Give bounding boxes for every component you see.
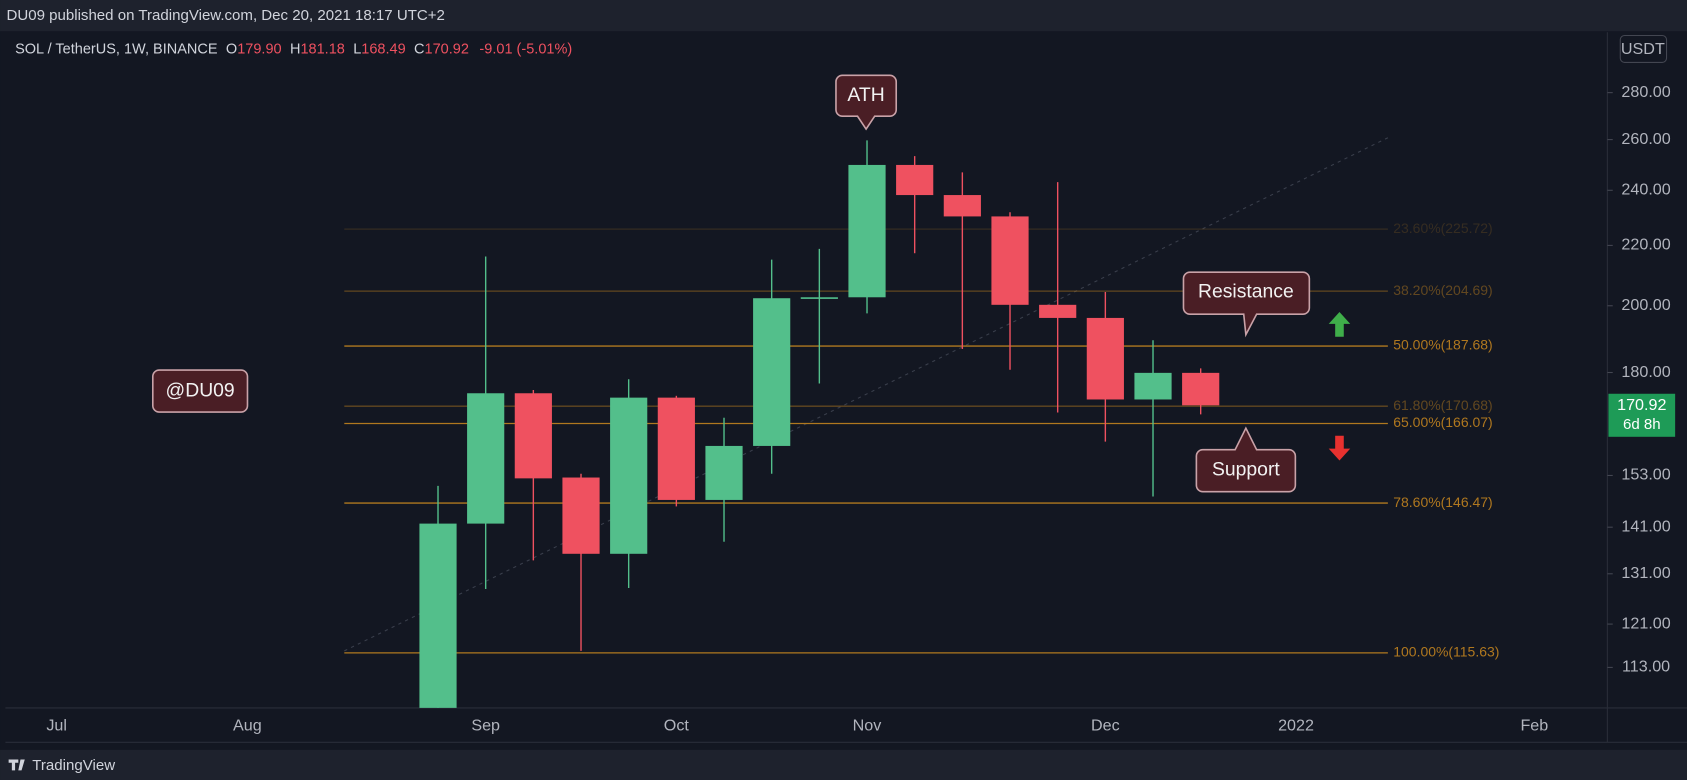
- fib-label: 50.00%(187.68): [1393, 337, 1492, 353]
- fib-label: 65.00%(166.07): [1393, 414, 1492, 430]
- y-tick-label: 200.00: [1621, 296, 1670, 314]
- legend-key: L: [353, 41, 361, 57]
- y-tick-label: 113.00: [1622, 658, 1670, 676]
- annotation: ATH: [847, 84, 884, 106]
- legend-key: C: [414, 41, 424, 57]
- candle-body: [800, 297, 838, 299]
- x-tick-label: Oct: [664, 716, 690, 734]
- y-tick-label: 280.00: [1621, 83, 1670, 101]
- candle-body: [943, 195, 981, 217]
- countdown: 6d 8h: [1623, 416, 1661, 433]
- annotation: Resistance: [1198, 281, 1294, 303]
- footer: TradingView: [32, 757, 115, 774]
- currency: USDT: [1621, 40, 1665, 58]
- candle-body: [1182, 372, 1220, 406]
- last-price-box: [1608, 393, 1676, 437]
- x-tick-label: Feb: [1520, 716, 1548, 734]
- candle-body: [467, 393, 505, 524]
- footer-bar: [0, 749, 1687, 780]
- fib-label: 78.60%(146.47): [1393, 494, 1492, 510]
- y-tick-label: 240.00: [1621, 181, 1670, 199]
- candle-body: [657, 397, 695, 500]
- legend-key: O: [226, 41, 237, 57]
- y-tick-label: 220.00: [1621, 236, 1670, 254]
- x-tick-label: Jul: [46, 716, 67, 734]
- currency-box: [1619, 34, 1668, 63]
- candle-body: [896, 164, 934, 196]
- fib-label: 61.80%(170.68): [1393, 397, 1492, 413]
- y-tick-label: 141.00: [1621, 517, 1670, 535]
- candle-body: [562, 477, 600, 554]
- legend: SOL / TetherUS, 1W, BINANCE O179.90 H181…: [15, 41, 572, 57]
- candle-body: [1039, 304, 1077, 318]
- fib-label: 23.60%(225.72): [1393, 220, 1492, 236]
- x-tick-label: Aug: [233, 716, 262, 734]
- legend-value: 181.18: [300, 41, 344, 57]
- header-bar: [0, 0, 1687, 32]
- x-tick-label: Nov: [853, 716, 882, 734]
- candle-body: [514, 393, 552, 479]
- candle-body: [610, 397, 648, 554]
- callout: [1195, 426, 1297, 493]
- candle-body: [1134, 372, 1172, 400]
- candle-body: [1086, 317, 1124, 400]
- callout: [1182, 271, 1311, 338]
- candle-body: [419, 523, 457, 708]
- y-tick-label: 153.00: [1621, 466, 1670, 484]
- fib-label: 100.00%(115.63): [1393, 644, 1499, 660]
- candles: [419, 140, 1220, 708]
- down-arrow: [1328, 435, 1351, 461]
- logo: [8, 759, 25, 771]
- up-arrow: [1328, 312, 1351, 337]
- x-tick-label: 2022: [1278, 716, 1314, 734]
- y-tick-label: 180.00: [1621, 363, 1670, 381]
- annotation: Support: [1212, 458, 1280, 480]
- legend-value: 179.90: [237, 41, 281, 57]
- x-tick-label: Sep: [471, 716, 500, 734]
- annotation: @DU09: [166, 380, 235, 402]
- candle-body: [705, 445, 743, 500]
- last-price: 170.92: [1617, 396, 1666, 414]
- candle-body: [848, 164, 886, 298]
- legend-key: H: [290, 41, 300, 57]
- candle-body: [753, 298, 791, 446]
- change: -9.01 (-5.01%): [479, 41, 572, 57]
- legend-value: 168.49: [361, 41, 405, 57]
- y-tick-label: 260.00: [1621, 130, 1670, 148]
- legend-value: 170.92: [425, 41, 469, 57]
- candle-body: [991, 216, 1029, 305]
- symbol: SOL / TetherUS, 1W, BINANCE: [15, 41, 218, 57]
- watermark-box: [151, 369, 249, 413]
- y-tick-label: 131.00: [1621, 564, 1670, 582]
- y-tick-label: 121.00: [1621, 614, 1670, 632]
- callout: [835, 74, 898, 131]
- fib-trend-line: [344, 137, 1389, 652]
- header: DU09 published on TradingView.com, Dec 2…: [6, 7, 444, 24]
- x-tick-label: Dec: [1091, 716, 1120, 734]
- fib-label: 38.20%(204.69): [1393, 282, 1492, 298]
- axes: 113.00 121.00 131.00 141.00 153.00 180.00 200.…: [46, 83, 1670, 735]
